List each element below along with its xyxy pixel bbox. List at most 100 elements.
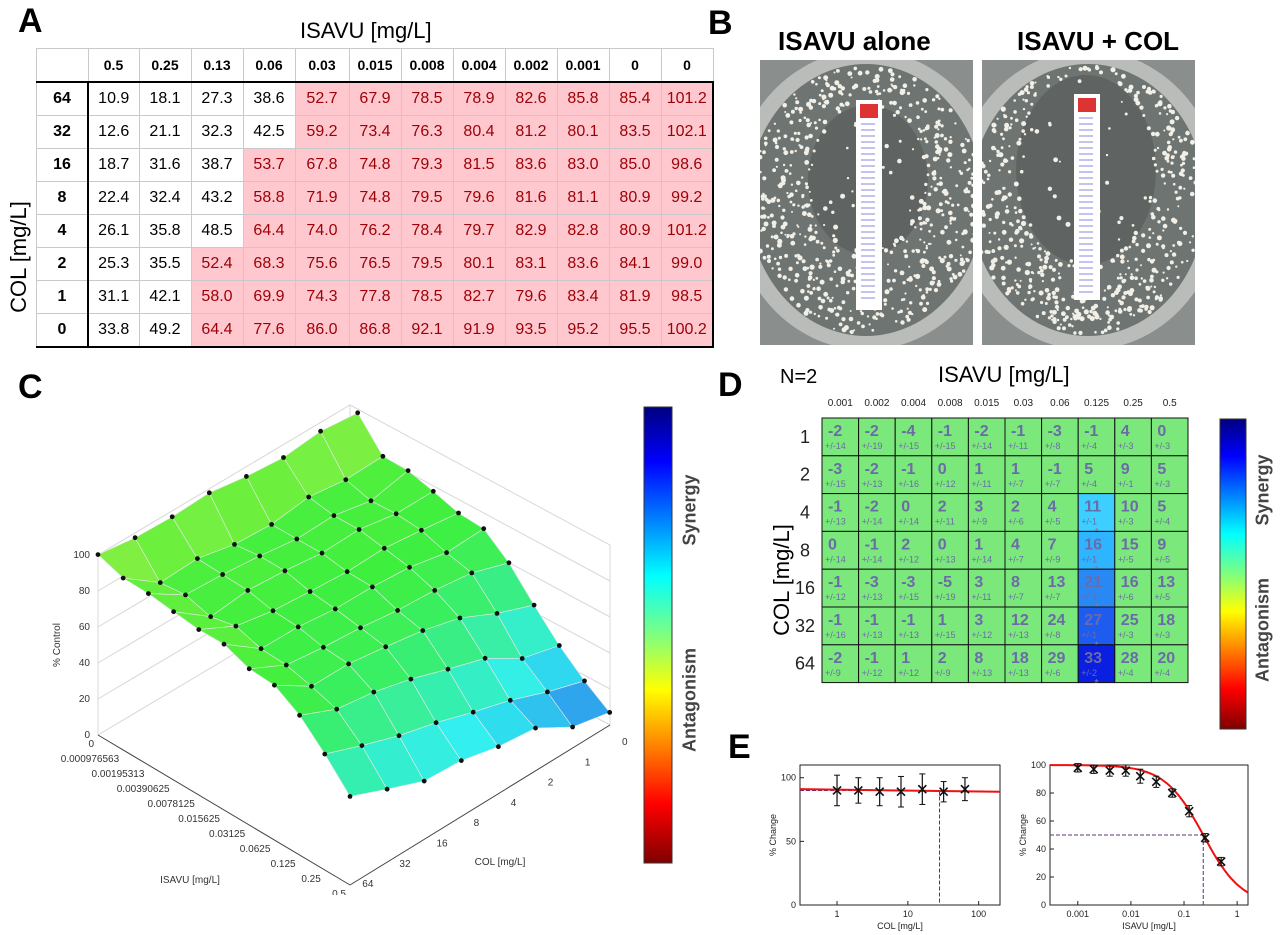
panel-d-cell-value: -3 [828,461,842,478]
panel-c-col-tick: 16 [437,839,449,850]
panel-a-x-title: ISAVU [mg/L] [300,18,432,43]
panel-d-cell-error: +/-13 [862,479,883,489]
panel-d-cell-value: -1 [901,612,915,629]
surface-point [146,591,151,596]
surface-point [331,513,337,518]
surface-point [233,623,239,629]
surface-point [507,697,513,703]
panel-d-cell [1114,644,1152,684]
panel-c-z-label: % Control [52,623,63,667]
panel-d-col-header: 0.004 [901,398,926,409]
surface-point [232,542,237,547]
panel-d-col-header: 0.002 [864,398,889,409]
panel-d-cell-error: +/-7 [1008,592,1024,602]
panel-d-cell-value: 3 [974,499,983,516]
data-point [1089,764,1099,774]
panel-label-d: D [718,366,743,404]
panel-d-row-header: 32 [795,616,815,636]
panel-a-cell: 79.3 [400,148,454,182]
panel-d-cell-value: 8 [1011,574,1020,591]
panel-d-cell-error: +/-1 [1118,479,1134,489]
panel-c-z-tick: 40 [79,658,91,669]
panel-d-cell [1004,493,1043,532]
panel-c-isavu-tick: 0.125 [271,859,296,870]
surface-point [545,689,550,695]
panel-d-cell-value: 4 [1048,499,1057,516]
panel-d-cell-error: +/-11 [1008,441,1028,451]
panel-a-cell: 64.4 [190,313,244,348]
x-tick-label: 1 [835,909,840,919]
panel-a-cell: 67.8 [294,148,350,182]
panel-d-cell-error: +/-13 [825,517,846,527]
panel-d-cell-error: +/-15 [825,479,846,489]
panel-d-cell-error: +/-3 [1154,479,1170,489]
panel-a-cell: 58.0 [190,280,244,314]
panel-d-cell-error: +/-4 [1154,668,1170,678]
data-point [917,784,927,794]
panel-d-cell-value: 7 [1048,536,1057,553]
panel-d-cell [858,530,896,570]
panel-d-cell [931,455,969,495]
panel-c-col-tick: 4 [511,798,517,809]
panel-d-cell-value: 1 [974,461,983,478]
panel-a-cell: 52.7 [294,81,350,116]
panel-a-cell: 83.4 [556,280,610,314]
panel-d-cell-error: +/-13 [1008,630,1029,640]
panel-d-cell-value: -5 [938,574,952,591]
panel-d-cell [1041,644,1079,684]
panel-a-col-header: 0.03 [294,48,350,83]
panel-d-cell [894,530,933,570]
surface-point [355,410,361,416]
panel-d-colorbar-bottom-label: Antagonism [1252,577,1273,683]
panel-d-cell-value: -1 [828,499,842,516]
panel-a-col-header: 0.008 [400,48,454,83]
panel-d-cell-value: 2 [938,650,947,667]
panel-c-col-tick: 8 [474,818,480,829]
data-point [1105,766,1115,776]
panel-e-right-chart: 0 20 40 60 80 100 0.001 0.01 0.1 1 ISAVU [mg/L] % C… [1018,760,1249,931]
panel-label-a: A [18,2,43,40]
panel-d-cell-error: +/-11 [935,517,955,527]
panel-a-cell: 58.8 [242,181,296,215]
surface-point [469,570,475,576]
surface-point [582,678,587,684]
panel-a-cell: 31.6 [138,148,192,182]
panel-d-cell-value: 13 [1157,574,1175,591]
panel-label-c: C [18,368,43,406]
surface-point [183,592,188,598]
panel-d-cell-value: 1 [974,536,983,553]
surface-point [307,589,313,594]
panel-d-cell-value: 4 [1011,536,1020,553]
panel-a-cell: 25.3 [87,247,140,281]
panel-a-row-header: 64 [36,81,89,116]
panel-d-cell-value: -3 [865,574,879,591]
panel-d-cell [894,417,933,457]
surface-point [319,550,325,556]
panel-d-cell-value: 5 [1157,499,1166,516]
surface-point [270,608,276,614]
panel-d-col-header: 0.001 [828,398,853,409]
panel-d-cell-error: +/-19 [862,441,883,451]
panel-d-col-header: 0.25 [1123,398,1143,409]
panel-a-cell: 81.1 [556,181,610,215]
panel-d-row-header: 2 [800,465,810,485]
y-tick-label: 0 [791,900,796,910]
panel-a-cell: 76.2 [348,214,402,248]
panel-c-x-label: ISAVU [mg/L] [160,875,220,886]
panel-d-cell-error: +/-7 [1008,554,1024,564]
panel-d-cell-error: +/-13 [898,630,919,640]
x-tick-label: 1 [1235,909,1240,919]
panel-a-cell: 81.2 [504,115,558,149]
surface-point [556,643,562,648]
panel-d-cell-value: -1 [1048,461,1062,478]
panel-d-cell-error: +/-9 [971,517,987,527]
panel-d-cell-value: -1 [1084,423,1098,440]
panel-d-cell-value: -3 [901,574,915,591]
surface-point [269,522,274,527]
panel-a-cell: 78.9 [452,81,506,116]
y-axis-label: % Change [768,814,778,856]
panel-a-cell: 79.5 [400,181,454,215]
panel-a-cell: 79.6 [504,280,558,314]
panel-d-cell-error: +/-12 [898,554,919,564]
panel-d-cell-error: +/-9 [935,668,951,678]
